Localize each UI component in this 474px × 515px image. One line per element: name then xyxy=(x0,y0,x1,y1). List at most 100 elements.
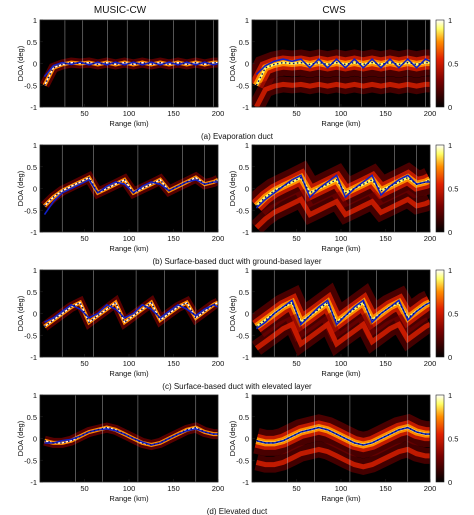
y-tick-label: 0.5 xyxy=(27,38,37,47)
estimate-line xyxy=(44,428,218,446)
x-tick-label: 150 xyxy=(379,359,392,368)
x-tick-label: 200 xyxy=(424,484,437,493)
y-axis-label: DOA (deg) xyxy=(228,170,237,206)
y-tick-label: 0 xyxy=(245,60,249,69)
heatmap-content xyxy=(252,20,430,107)
x-tick-label: 150 xyxy=(167,234,180,243)
y-axis-label: DOA (deg) xyxy=(228,45,237,81)
panel-caption: (c) Surface-based duct with elevated lay… xyxy=(162,382,312,391)
x-tick-label: 50 xyxy=(292,484,300,493)
heat-band-secondary-core xyxy=(254,196,430,230)
y-axis-label: DOA (deg) xyxy=(16,45,25,81)
y-tick-label: -0.5 xyxy=(236,206,249,215)
colorbar-tick-label: 0 xyxy=(448,478,452,487)
colorbar-tick-label: 1 xyxy=(448,266,452,275)
column-title-right: CWS xyxy=(322,5,346,16)
colorbar-tick-label: 0 xyxy=(448,103,452,112)
x-axis-label: Range (km) xyxy=(109,244,149,253)
y-tick-label: -1 xyxy=(242,228,249,237)
x-tick-label: 150 xyxy=(379,484,392,493)
x-axis-label: Range (km) xyxy=(109,494,149,503)
y-tick-label: 0 xyxy=(33,185,37,194)
estimate-line xyxy=(256,426,430,446)
x-tick-label: 50 xyxy=(80,484,88,493)
y-tick-label: 0 xyxy=(33,310,37,319)
colorbar xyxy=(435,269,445,358)
x-tick-label: 150 xyxy=(379,234,392,243)
y-tick-label: -1 xyxy=(242,353,249,362)
y-tick-label: -0.5 xyxy=(236,331,249,340)
estimate-line xyxy=(255,57,430,75)
x-tick-label: 50 xyxy=(80,234,88,243)
y-tick-label: 0.5 xyxy=(27,413,37,422)
x-tick-label: 100 xyxy=(123,484,136,493)
colorbar-tick-label: 0 xyxy=(448,353,452,362)
x-axis-label: Range (km) xyxy=(109,119,149,128)
y-tick-label: 1 xyxy=(245,16,249,25)
heatmap-content xyxy=(41,270,218,357)
x-axis-label: Range (km) xyxy=(321,369,361,378)
heatmap-content xyxy=(252,145,430,232)
x-tick-label: 150 xyxy=(167,484,180,493)
truth-dots xyxy=(43,61,218,86)
x-axis-label: Range (km) xyxy=(109,369,149,378)
y-tick-label: 1 xyxy=(33,16,37,25)
colorbar xyxy=(435,144,445,233)
x-tick-label: 100 xyxy=(335,234,348,243)
y-tick-label: -0.5 xyxy=(24,331,37,340)
y-tick-label: -0.5 xyxy=(24,206,37,215)
x-tick-label: 200 xyxy=(212,484,225,493)
y-tick-label: 0 xyxy=(33,60,37,69)
y-tick-label: 0 xyxy=(33,435,37,444)
y-axis-label: DOA (deg) xyxy=(228,295,237,331)
x-tick-label: 50 xyxy=(292,109,300,118)
x-tick-label: 200 xyxy=(424,359,437,368)
x-tick-label: 100 xyxy=(335,484,348,493)
x-tick-label: 100 xyxy=(335,109,348,118)
colorbar xyxy=(435,19,445,108)
x-tick-label: 100 xyxy=(123,359,136,368)
colorbar-tick-label: 0 xyxy=(448,228,452,237)
x-tick-label: 200 xyxy=(212,359,225,368)
heatmap-content xyxy=(40,20,218,107)
heat-band-secondary-core xyxy=(254,320,430,351)
truth-dots xyxy=(255,176,430,207)
x-tick-label: 50 xyxy=(80,109,88,118)
y-tick-label: 1 xyxy=(33,266,37,275)
panel-caption: (a) Evaporation duct xyxy=(201,132,274,141)
heat-band-secondary-core xyxy=(255,446,430,470)
x-tick-label: 200 xyxy=(212,109,225,118)
heatmap-content xyxy=(43,395,218,482)
y-tick-label: 0 xyxy=(245,310,249,319)
colorbar-tick-label: 0.5 xyxy=(448,435,458,444)
y-tick-label: 0.5 xyxy=(27,163,37,172)
y-tick-label: -1 xyxy=(30,478,37,487)
x-tick-label: 100 xyxy=(123,109,136,118)
heat-band-secondary-core xyxy=(254,81,430,107)
colorbar-tick-label: 0.5 xyxy=(448,310,458,319)
colorbar xyxy=(435,394,445,483)
truth-dots xyxy=(255,301,430,328)
y-tick-label: -0.5 xyxy=(236,456,249,465)
colorbar-tick-label: 1 xyxy=(448,391,452,400)
x-tick-label: 50 xyxy=(292,359,300,368)
estimate-line xyxy=(43,61,218,78)
y-tick-label: 0.5 xyxy=(239,413,249,422)
y-tick-label: -1 xyxy=(242,103,249,112)
x-tick-label: 150 xyxy=(379,109,392,118)
colorbar-tick-label: 0.5 xyxy=(448,185,458,194)
panel-caption: (b) Surface-based duct with ground-based… xyxy=(153,257,322,266)
heatmap-content xyxy=(41,145,218,232)
y-tick-label: -1 xyxy=(30,353,37,362)
